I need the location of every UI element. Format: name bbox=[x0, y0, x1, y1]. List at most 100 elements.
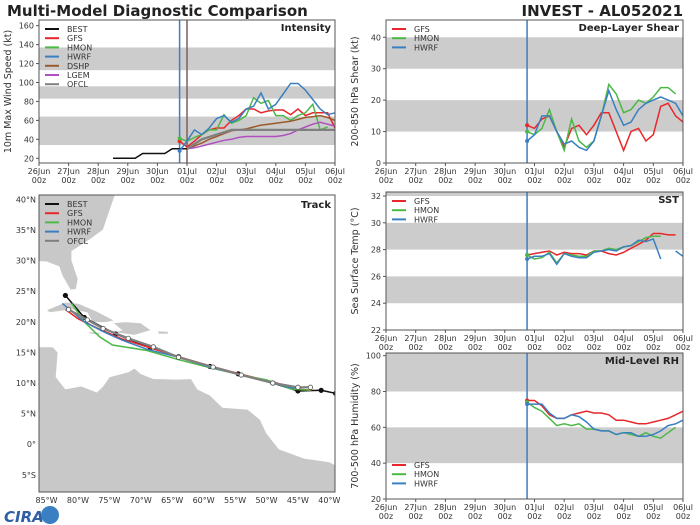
y-tick-label: 32 bbox=[371, 192, 381, 201]
series-line-hwrf bbox=[526, 237, 662, 266]
x-tick-label-date: 28Jun bbox=[434, 334, 457, 343]
track-point-ofcl bbox=[210, 364, 216, 370]
x-tick-label-hour: 00z bbox=[32, 176, 46, 185]
x-tick-label-date: 30Jun bbox=[146, 167, 169, 176]
x-tick-label-date: 29Jun bbox=[464, 334, 487, 343]
x-tick-label-hour: 00z bbox=[61, 176, 75, 185]
track-point-best bbox=[62, 292, 68, 299]
x-tick-label-hour: 00z bbox=[527, 512, 541, 521]
panel-title: Intensity bbox=[281, 23, 332, 34]
lon-tick-label: 55°W bbox=[224, 496, 246, 505]
legend-label: BEST bbox=[67, 25, 88, 34]
y-tick-label: 22 bbox=[371, 326, 381, 335]
x-tick-label-date: 06Jul bbox=[673, 503, 693, 512]
cira-logo: CIRA bbox=[4, 506, 59, 525]
y-tick-label: 40 bbox=[371, 33, 381, 42]
legend-label: GFS bbox=[414, 461, 430, 470]
legend-label: HMON bbox=[67, 43, 92, 52]
y-tick-label: 140 bbox=[19, 41, 34, 50]
x-tick-label-hour: 00z bbox=[646, 176, 660, 185]
x-tick-label-date: 29Jun bbox=[464, 167, 487, 176]
x-tick-label-hour: 00z bbox=[438, 176, 452, 185]
y-tick-label: 28 bbox=[371, 246, 381, 255]
series-line-hwrf bbox=[179, 82, 336, 152]
y-tick-label: 20 bbox=[371, 96, 381, 105]
lat-tick-label: 20°N bbox=[16, 318, 36, 327]
x-tick-label-hour: 00z bbox=[498, 343, 512, 352]
y-tick-label: 0 bbox=[376, 159, 381, 168]
land-hispaniola bbox=[112, 321, 152, 336]
x-tick-label-date: 01Jul bbox=[525, 167, 545, 176]
x-tick-label-date: 03Jul bbox=[584, 503, 604, 512]
y-tick-label: 40 bbox=[24, 135, 34, 144]
x-tick-label-hour: 00z bbox=[239, 176, 253, 185]
legend-label: HWRF bbox=[414, 479, 438, 488]
lon-tick-label: 70°W bbox=[130, 496, 152, 505]
y-tick-label: 80 bbox=[371, 388, 381, 397]
init-point-hwrf bbox=[525, 257, 530, 261]
series-line-lgem bbox=[186, 121, 336, 150]
storm-title: INVEST - AL052021 bbox=[522, 2, 683, 20]
land-cuba bbox=[45, 301, 116, 323]
y-axis-label: 700-500 hPa Humidity (%) bbox=[350, 363, 361, 488]
legend-label: GFS bbox=[67, 34, 83, 43]
logo-text: CIRA bbox=[4, 508, 44, 525]
x-tick-label-date: 01Jul bbox=[525, 334, 545, 343]
x-tick-label-date: 05Jul bbox=[643, 167, 663, 176]
x-tick-label-date: 29Jun bbox=[464, 503, 487, 512]
x-tick-label-date: 05Jul bbox=[643, 334, 663, 343]
x-tick-label-date: 26Jun bbox=[375, 334, 398, 343]
x-tick-label-hour: 00z bbox=[616, 512, 630, 521]
x-tick-label-date: 02Jul bbox=[554, 503, 574, 512]
y-tick-label: 120 bbox=[19, 60, 34, 69]
init-point-gfs bbox=[177, 139, 182, 144]
land-north-america bbox=[39, 195, 116, 291]
x-tick-label-date: 06Jul bbox=[673, 167, 693, 176]
x-tick-label-hour: 00z bbox=[587, 176, 601, 185]
x-tick-label-hour: 00z bbox=[587, 343, 601, 352]
x-tick-label-date: 06Jul bbox=[673, 334, 693, 343]
x-tick-label-hour: 00z bbox=[557, 512, 571, 521]
init-point-gfs bbox=[525, 123, 530, 128]
x-tick-label-hour: 00z bbox=[121, 176, 135, 185]
x-tick-label-hour: 00z bbox=[676, 176, 690, 185]
x-tick-label-hour: 00z bbox=[379, 512, 393, 521]
y-tick-label: 20 bbox=[371, 495, 381, 504]
lon-tick-label: 80°W bbox=[67, 496, 89, 505]
x-tick-label-date: 04Jul bbox=[266, 167, 286, 176]
track-panel: 85°W 80°W 75°W 70°W 65°W 60°W 55°W 50°W 45°W 40°W… bbox=[16, 194, 340, 505]
x-tick-label-hour: 00z bbox=[646, 512, 660, 521]
x-tick-label-date: 26Jun bbox=[28, 167, 51, 176]
track-point-ofcl bbox=[295, 384, 301, 390]
legend-label: GFS bbox=[67, 209, 83, 218]
legend-label: HMON bbox=[414, 206, 439, 215]
legend-label: HWRF bbox=[414, 43, 438, 52]
lon-tick-label: 50°W bbox=[255, 496, 277, 505]
series-line-hwrf bbox=[527, 403, 684, 438]
x-tick-label-hour: 00z bbox=[298, 176, 312, 185]
x-tick-label-date: 01Jul bbox=[525, 503, 545, 512]
x-tick-label-date: 26Jun bbox=[375, 167, 398, 176]
init-point-hmon bbox=[525, 253, 530, 257]
land-puerto-rico bbox=[157, 330, 169, 335]
track-point-ofcl bbox=[84, 317, 90, 323]
init-point-hwrf bbox=[525, 402, 530, 407]
y-tick-label: 60 bbox=[24, 116, 34, 125]
init-point-hwrf bbox=[177, 148, 182, 153]
x-tick-label-hour: 00z bbox=[616, 343, 630, 352]
legend-label: GFS bbox=[414, 25, 430, 34]
x-tick-label-date: 03Jul bbox=[236, 167, 256, 176]
x-tick-label-hour: 00z bbox=[646, 343, 660, 352]
intensity-panel: 2040608010012014016026Jun00z27Jun00z28Ju… bbox=[3, 19, 345, 185]
x-tick-label-hour: 00z bbox=[379, 176, 393, 185]
shaded-band bbox=[386, 427, 683, 464]
x-tick-label-hour: 00z bbox=[328, 176, 342, 185]
y-tick-label: 40 bbox=[371, 459, 381, 468]
x-tick-label-date: 27Jun bbox=[404, 167, 427, 176]
series-line-ofcl bbox=[186, 128, 335, 150]
x-tick-label-date: 28Jun bbox=[434, 167, 457, 176]
panel-title: SST bbox=[658, 195, 679, 206]
sst-panel: 22242628303226Jun00z27Jun00z28Jun00z29Ju… bbox=[350, 191, 693, 352]
y-tick-label: 30 bbox=[371, 219, 381, 228]
y-tick-label: 24 bbox=[371, 299, 381, 308]
